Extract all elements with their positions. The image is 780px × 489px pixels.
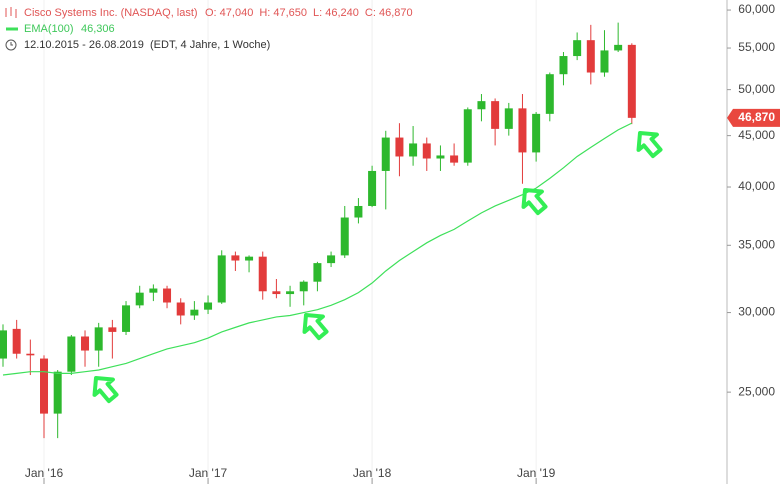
ohlc-value: O: 47,040 [205, 7, 253, 19]
candle-body [0, 330, 7, 359]
ohlc-header: O: 47,040 H: 47,650 L: 46,240 C: 46,870 [205, 7, 413, 19]
clock-hand [10, 42, 13, 46]
candle-body [313, 263, 322, 282]
candle-body [204, 302, 213, 310]
candle-body [231, 255, 240, 261]
candle-body [354, 205, 363, 218]
period-note: (EDT, 4 Jahre, 1 Woche) [150, 39, 270, 51]
arrow [302, 313, 329, 341]
candle-body [381, 137, 390, 171]
candle-body [491, 101, 500, 129]
annotation-arrows [92, 131, 663, 404]
candle-body [190, 309, 199, 316]
candle-body [450, 155, 459, 163]
y-tick-label: 40,000 [738, 179, 775, 193]
arrow [92, 376, 119, 404]
candle-body [67, 336, 76, 372]
candle-body [176, 302, 185, 316]
ohlc-value: C: 46,870 [365, 7, 413, 19]
candle-body [286, 291, 295, 295]
candle-body [600, 50, 609, 73]
y-tick-label: 55,000 [738, 40, 775, 54]
header: Cisco Systems Inc. (NASDAQ, last) O: 47,… [5, 7, 413, 51]
candle-body [327, 255, 336, 264]
candle-body [217, 255, 226, 303]
y-tick-label: 30,000 [738, 305, 775, 319]
candle-body [272, 291, 281, 295]
candle-body [532, 113, 541, 153]
candle-body [504, 108, 513, 129]
last-price-label: 46,870 [738, 110, 775, 124]
chart-title: Cisco Systems Inc. (NASDAQ, last) [24, 7, 198, 19]
ema-legend: EMA(100) [24, 23, 74, 35]
candle-body [573, 40, 582, 57]
candle-body [436, 155, 445, 159]
candle-body [614, 44, 623, 51]
arrow [521, 188, 548, 216]
candle-body [149, 288, 158, 293]
candle-body [12, 328, 21, 354]
ohlc-value: L: 46,240 [313, 7, 359, 19]
candle-body [258, 256, 267, 292]
candle-body [586, 40, 595, 73]
x-tick-label: Jan '17 [189, 466, 228, 480]
arrow [636, 131, 663, 159]
x-tick-label: Jan '19 [517, 466, 556, 480]
candle-body [122, 305, 131, 332]
candle-body [422, 143, 431, 159]
candle-body [340, 217, 349, 256]
candle-body [245, 256, 254, 261]
ema-legend-value: 46,306 [81, 23, 115, 35]
y-tick-label: 25,000 [738, 384, 775, 398]
last-price-badge [727, 108, 780, 127]
candle-body [26, 353, 35, 356]
candle-body [94, 327, 103, 351]
candle-body [463, 109, 472, 163]
clock-icon [5, 39, 17, 51]
candle-body [81, 336, 90, 351]
candle-body [53, 371, 62, 414]
candle-body [627, 44, 636, 118]
x-tick-label: Jan '16 [25, 466, 64, 480]
period: 12.10.2015 - 26.08.2019 [24, 39, 144, 51]
candle-body [545, 74, 554, 114]
candle-body [559, 56, 568, 75]
candle-icon [5, 7, 17, 18]
candle-body [477, 101, 486, 110]
y-tick-label: 45,000 [738, 128, 775, 142]
ohlc-value: H: 47,650 [259, 7, 307, 19]
y-tick-label: 35,000 [738, 237, 775, 251]
y-tick-label: 60,000 [738, 2, 775, 16]
candle-body [518, 108, 527, 153]
candle-body [163, 288, 172, 303]
candle-body [135, 292, 144, 306]
candle-body [368, 170, 377, 206]
candle-body [40, 358, 49, 414]
candle-body [299, 281, 308, 292]
y-tick-label: 50,000 [738, 82, 775, 96]
plot-area [0, 0, 636, 484]
candle-body [395, 137, 404, 157]
ema-line [2, 122, 633, 376]
candle-body [409, 143, 418, 157]
candle-body [108, 327, 117, 332]
x-tick-label: Jan '18 [353, 466, 392, 480]
